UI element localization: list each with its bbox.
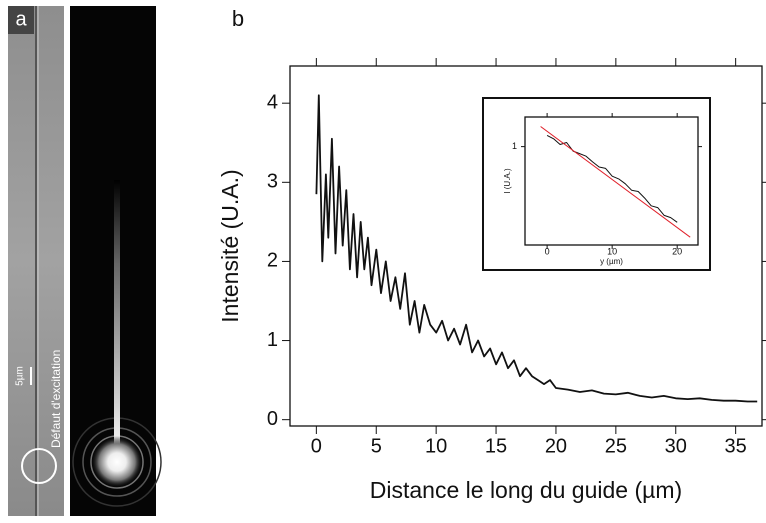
x-tick-label: 15 xyxy=(485,435,507,457)
y-axis-title: I (U.A.) xyxy=(503,168,512,194)
x-tick-label: 25 xyxy=(605,435,627,457)
defect-label: Défaut d'excitation xyxy=(49,350,63,448)
y-axis-title: Intensité (U.A.) xyxy=(217,169,243,322)
x-tick-label: 20 xyxy=(672,246,682,256)
y-tick-label: 1 xyxy=(512,141,517,151)
scale-label: 5µm xyxy=(15,366,26,386)
x-tick-label: 30 xyxy=(665,435,687,457)
y-tick-label: 3 xyxy=(267,171,278,193)
y-tick-label: 4 xyxy=(267,91,278,113)
label-box xyxy=(8,6,34,34)
x-tick-label: 35 xyxy=(725,435,747,457)
y-tick-label: 0 xyxy=(267,408,278,430)
fluorescence-image xyxy=(70,6,156,516)
x-axis-title: y (µm) xyxy=(600,257,623,266)
data-line xyxy=(546,134,678,223)
x-tick-label: 5 xyxy=(371,435,382,457)
data-line xyxy=(540,126,691,238)
x-tick-label: 20 xyxy=(545,435,567,457)
x-axis-title: Distance le long du guide (µm) xyxy=(370,477,682,503)
x-tick-label: 10 xyxy=(607,246,617,256)
y-tick-label: 1 xyxy=(267,329,278,351)
x-tick-label: 0 xyxy=(545,246,550,256)
y-tick-label: 2 xyxy=(267,250,278,272)
guided-light xyxy=(114,180,120,460)
x-tick-label: 0 xyxy=(311,435,322,457)
data-line xyxy=(315,94,758,403)
excitation-spot xyxy=(91,436,143,488)
plot-frame xyxy=(289,65,763,427)
panel-a: 5µm Défaut d'excitation a xyxy=(8,6,162,516)
panel-label: a xyxy=(15,8,27,30)
x-tick-label: 10 xyxy=(425,435,447,457)
defect-circle xyxy=(21,448,57,484)
inset-frame xyxy=(482,97,711,271)
panel-label: b xyxy=(232,6,244,31)
plot-frame xyxy=(524,116,699,246)
